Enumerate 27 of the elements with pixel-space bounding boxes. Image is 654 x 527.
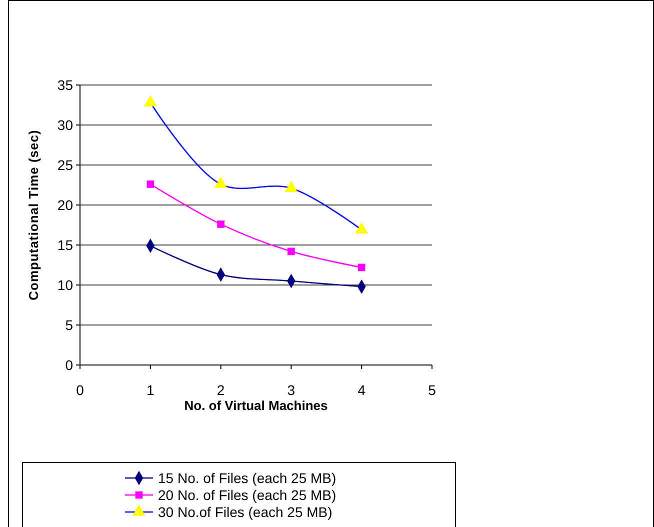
point — [144, 96, 157, 106]
x-tick-label: 1 — [146, 382, 154, 398]
y-tick-label: 30 — [57, 116, 74, 133]
point — [358, 264, 366, 272]
y-tick-label: 5 — [65, 316, 74, 333]
y-tick-label: 25 — [57, 156, 74, 173]
x-tick-label: 3 — [287, 382, 296, 398]
x-tick-label: 4 — [358, 382, 366, 398]
x-tick-label: 5 — [428, 382, 436, 398]
y-tick-label: 0 — [65, 356, 74, 373]
legend-label: 15 No. of Files (each 25 MB) — [158, 470, 336, 486]
point — [355, 222, 368, 234]
y-tick-label: 15 — [57, 236, 74, 253]
y-tick-label: 10 — [57, 276, 74, 293]
point — [217, 220, 224, 228]
point — [285, 181, 298, 192]
x-tick-label: 0 — [76, 382, 84, 398]
point — [146, 180, 154, 188]
x-tick-label: 2 — [216, 382, 225, 398]
legend-label: 20 No. of Files (each 25 MB) — [158, 486, 336, 503]
y-tick-label: 35 — [57, 76, 74, 93]
x-axis-title: No. of Virtual Machines — [184, 398, 328, 413]
y-tick-label: 20 — [57, 196, 74, 213]
legend-label: 30 No.of Files (each 25 MB) — [158, 504, 332, 520]
y-axis-title: Computational Time (sec) — [26, 130, 41, 300]
point — [214, 177, 227, 188]
point — [288, 248, 295, 256]
